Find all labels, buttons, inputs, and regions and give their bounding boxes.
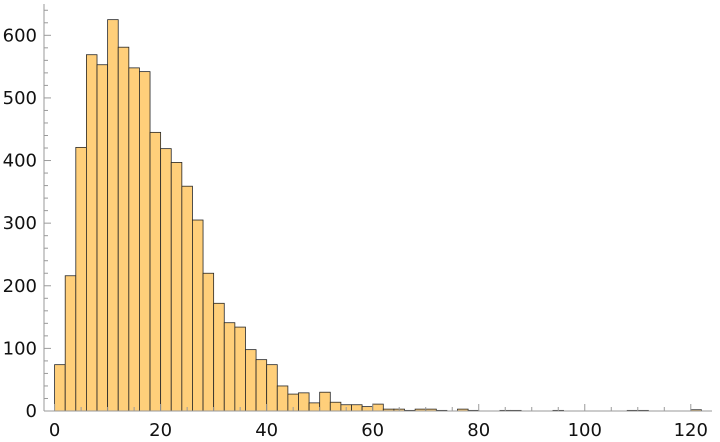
histogram-bar (64, 275, 77, 412)
histogram-bar (361, 406, 374, 412)
x-tick-label: 80 (467, 420, 490, 441)
x-tick-label: 20 (149, 420, 172, 441)
y-tick-label: 100 (3, 338, 37, 359)
histogram-bar (181, 185, 193, 412)
histogram-bar (266, 364, 278, 412)
y-tick-label: 600 (3, 25, 37, 46)
histogram-bar (351, 404, 363, 412)
histogram-bar (223, 322, 236, 412)
histogram-bar (308, 402, 321, 412)
histogram-bar (96, 64, 109, 412)
histogram-bar (149, 131, 162, 412)
histogram-bar (75, 146, 87, 412)
y-tick-label: 500 (3, 88, 37, 109)
histogram-bar (170, 162, 183, 412)
bars-layer (54, 19, 702, 412)
y-tick-label: 400 (3, 151, 37, 172)
histogram-bar (319, 391, 331, 412)
x-tick-label: 100 (568, 420, 602, 441)
x-tick-label: 120 (674, 420, 708, 441)
histogram-bar (329, 401, 342, 412)
histogram-bar (86, 54, 98, 412)
histogram-bar (139, 71, 151, 412)
histogram-bar (202, 272, 215, 412)
histogram-bar (276, 385, 289, 412)
x-tick-label: 60 (361, 420, 384, 441)
y-tick-label: 0 (26, 401, 37, 422)
histogram-bar (117, 46, 130, 412)
histogram-bar (128, 67, 140, 412)
histogram-bar (160, 148, 172, 412)
histogram-bar (54, 364, 66, 412)
tick-labels-layer: 0 20 40 60 80 100 120 0 100 200 300 400 500 600 (3, 25, 708, 441)
histogram-bar (234, 326, 246, 412)
histogram-bar (255, 359, 268, 412)
x-tick-label: 40 (255, 420, 278, 441)
x-tick-label: 0 (49, 420, 60, 441)
histogram-bar (298, 392, 310, 412)
histogram-bar (245, 349, 257, 412)
y-tick-label: 300 (3, 213, 37, 234)
histogram-bar (192, 219, 204, 412)
histogram-bar (107, 19, 119, 412)
histogram-bar (213, 302, 225, 412)
histogram-bar (372, 403, 384, 412)
y-tick-label: 200 (3, 276, 37, 297)
axes-layer (43, 4, 712, 412)
